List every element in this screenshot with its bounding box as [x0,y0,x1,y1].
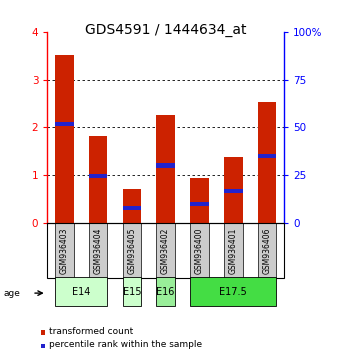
Bar [190,178,209,223]
Bar [55,55,74,223]
Bar [55,277,107,306]
Bar [224,223,243,278]
Bar [55,223,74,278]
Bar [55,122,74,126]
Text: GSM936406: GSM936406 [263,227,271,274]
Bar [89,136,107,223]
Bar [123,189,141,223]
Text: GSM936402: GSM936402 [161,227,170,274]
Text: E16: E16 [156,287,175,297]
Bar [224,157,243,223]
Bar [156,163,175,167]
Text: GDS4591 / 1444634_at: GDS4591 / 1444634_at [85,23,246,37]
Text: E14: E14 [72,287,90,297]
Bar [224,189,243,193]
Text: E17.5: E17.5 [219,287,247,297]
Bar [123,206,141,210]
Bar [190,202,209,206]
Bar [156,223,175,278]
Text: transformed count: transformed count [49,327,133,336]
Bar [89,174,107,178]
Bar [258,223,276,278]
Text: age: age [3,289,20,298]
Text: GSM936400: GSM936400 [195,227,204,274]
Bar [89,223,107,278]
Bar [258,102,276,223]
Bar [156,277,175,306]
Bar [156,115,175,223]
Text: E15: E15 [123,287,141,297]
Bar [190,223,209,278]
Text: percentile rank within the sample: percentile rank within the sample [49,340,202,349]
Text: GSM936405: GSM936405 [127,227,136,274]
Bar [123,277,141,306]
Text: GSM936403: GSM936403 [60,227,69,274]
Bar [123,223,141,278]
Bar [258,154,276,158]
Text: GSM936404: GSM936404 [94,227,102,274]
Bar [190,277,276,306]
Text: GSM936401: GSM936401 [229,227,238,274]
